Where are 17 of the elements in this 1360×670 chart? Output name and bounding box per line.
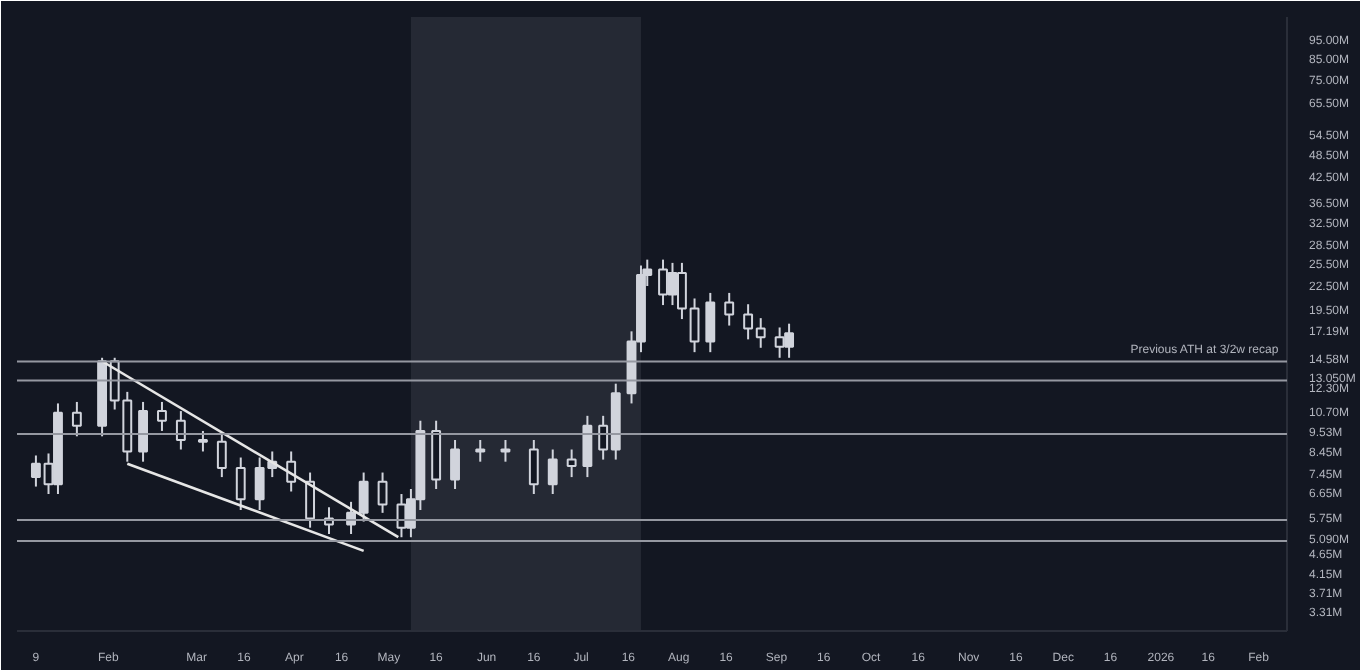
candlestick <box>450 438 460 491</box>
candlestick <box>547 448 558 496</box>
candlestick <box>724 291 735 327</box>
candlestick <box>528 438 539 496</box>
candlestick <box>216 431 227 479</box>
candlestick <box>566 448 577 479</box>
candlestick <box>235 456 246 512</box>
candlestick <box>358 471 369 523</box>
candlestick <box>705 291 716 354</box>
candlestick <box>305 471 316 529</box>
candlestick <box>175 410 186 451</box>
candlestick <box>377 471 388 514</box>
candlestick <box>71 400 82 438</box>
candlestick <box>197 429 208 453</box>
candlestick <box>138 400 148 463</box>
candlestick <box>157 400 167 432</box>
candlestick <box>582 414 593 479</box>
